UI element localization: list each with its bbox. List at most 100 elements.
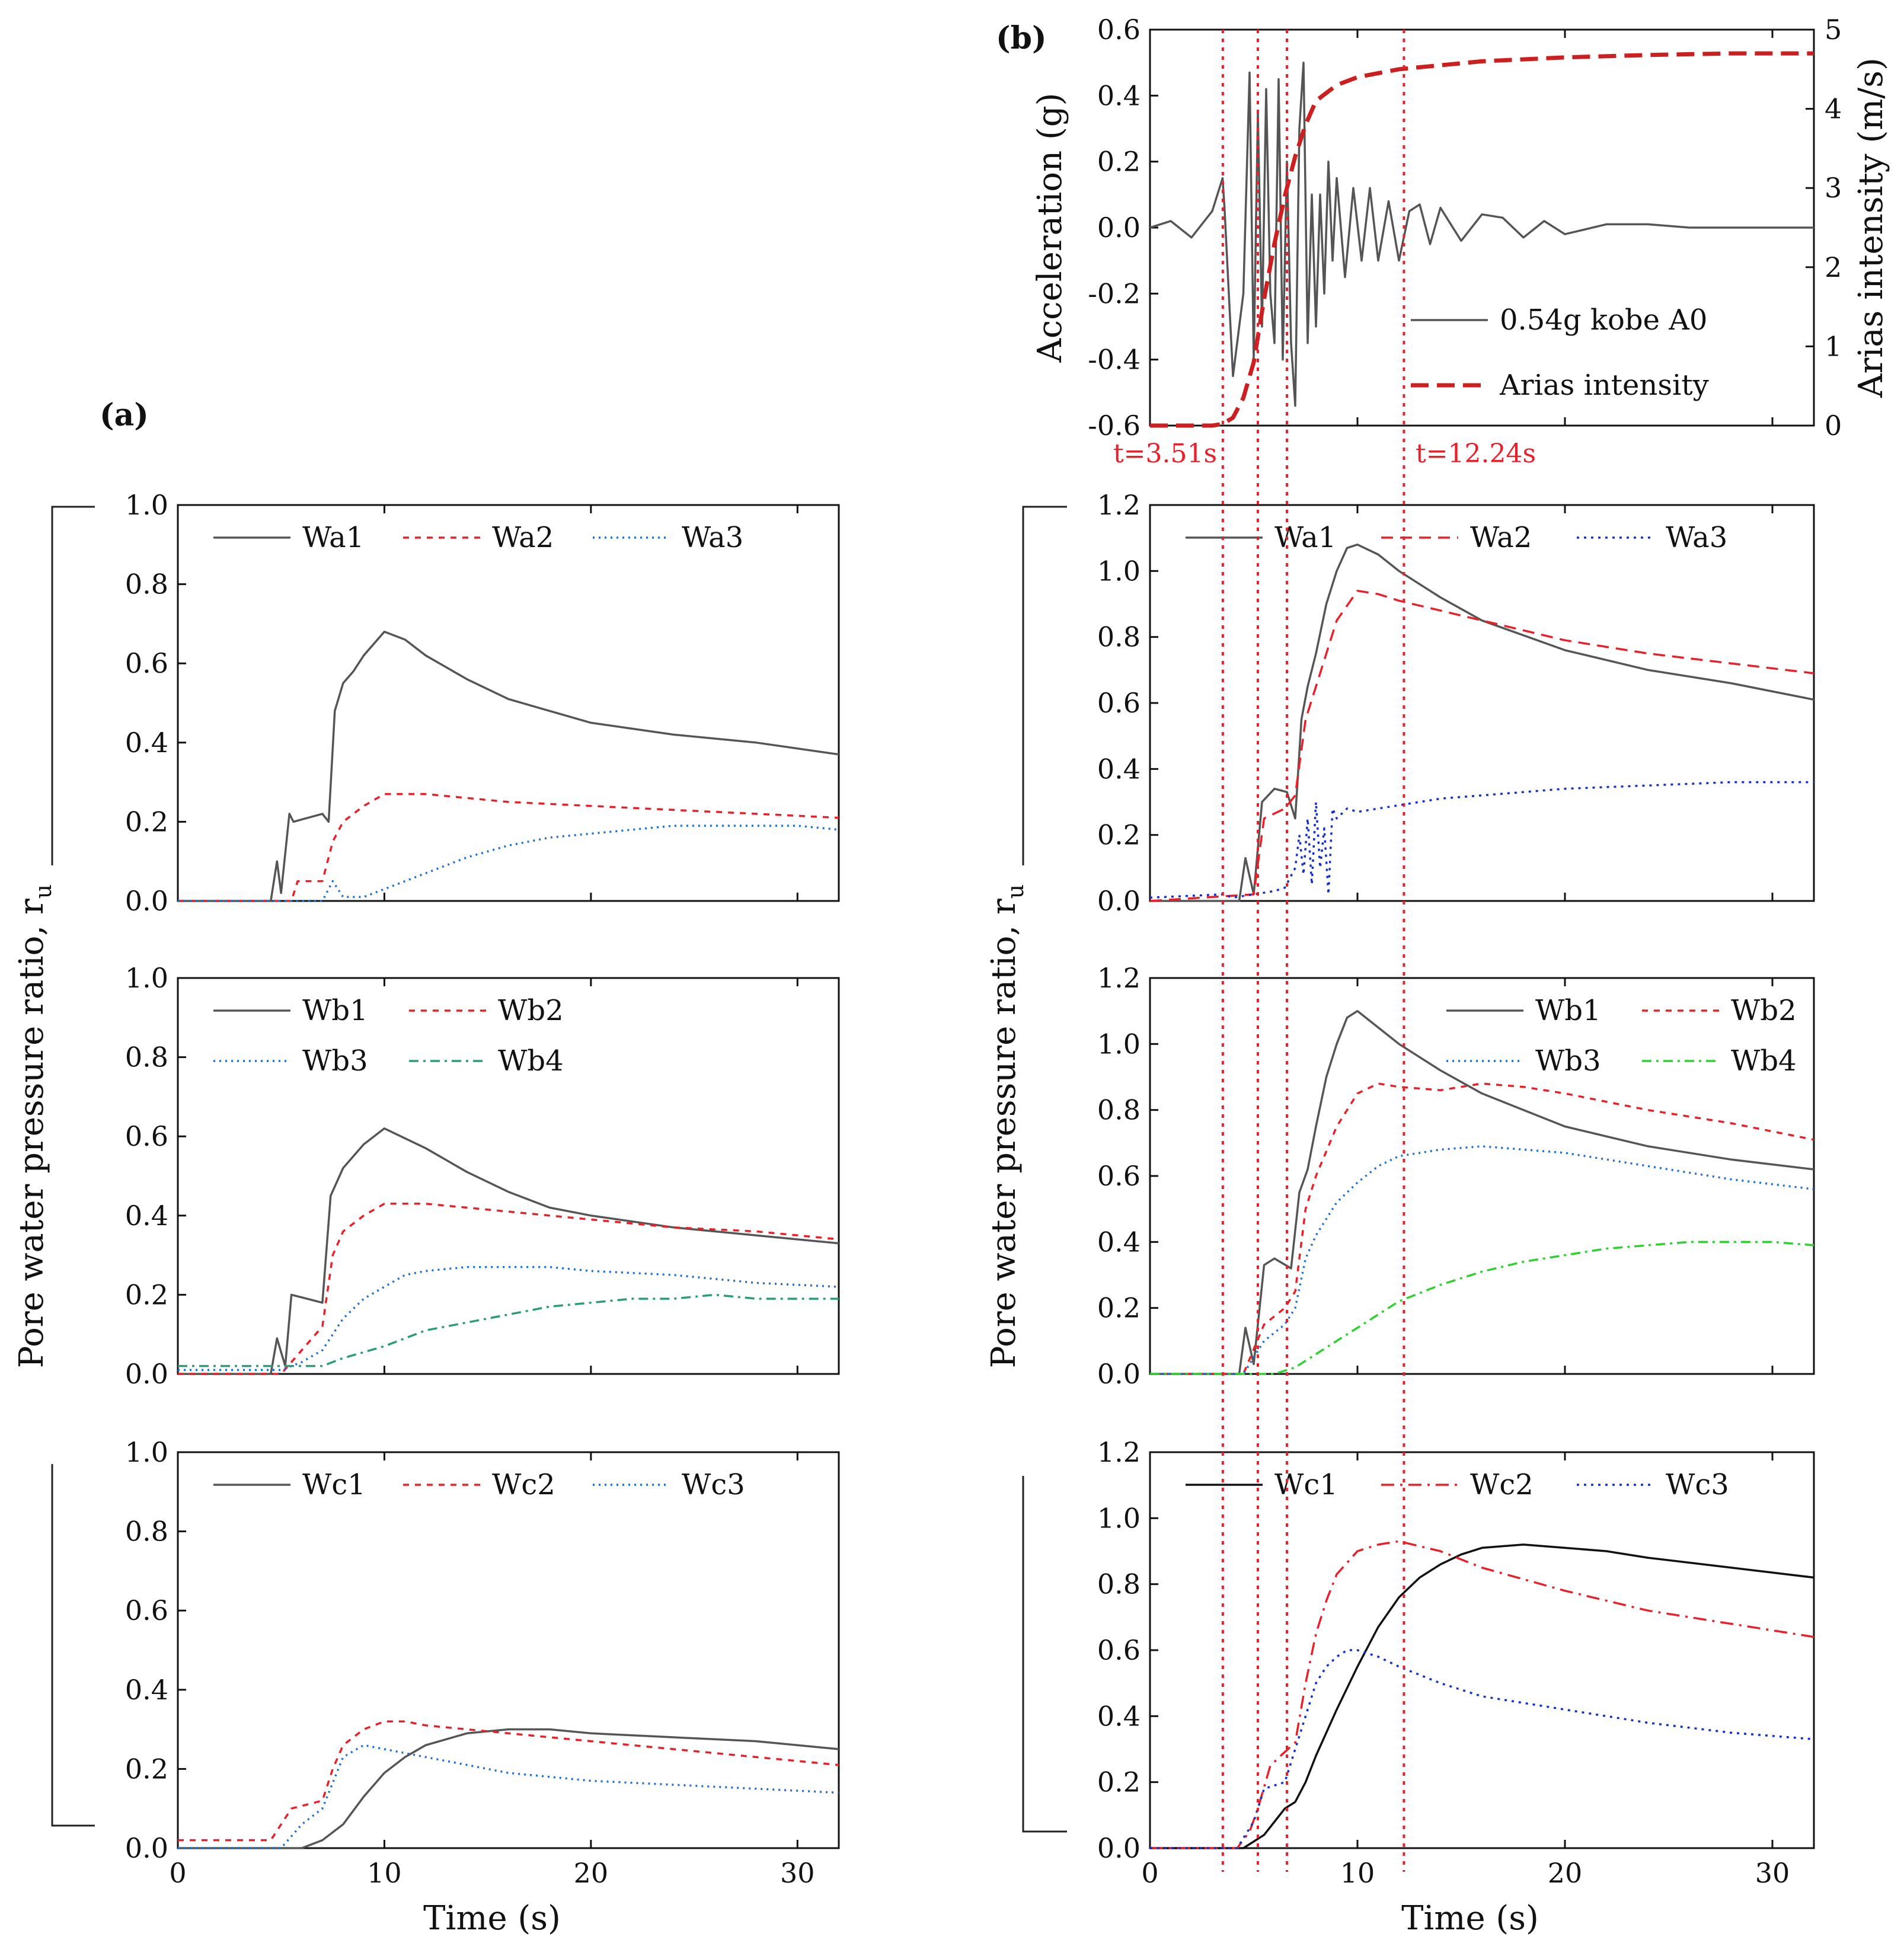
legend-label: 0.54g kobe A0	[1500, 303, 1707, 337]
y2-tick-label: 1	[1825, 330, 1842, 362]
y-tick-label: 0.2	[125, 1753, 168, 1785]
y-tick-label: 1.2	[1097, 962, 1141, 994]
y-tick-label: 0.4	[125, 1674, 168, 1706]
plot-frame	[177, 1451, 840, 1849]
series-line-wb4	[1150, 1241, 1814, 1375]
y-tick-label: 0.0	[1097, 885, 1141, 917]
y-tick-label: 0.6	[1097, 14, 1141, 46]
chart-a-mid: 0.0 0.2 0.4 0.6 0.8 1.0 Wb1 Wb2 Wb3 Wb4	[125, 962, 840, 1390]
legend-label: Wc1	[1274, 1468, 1338, 1501]
x-tick-label: 30	[1755, 1857, 1790, 1889]
y2-axis-label: Arias intensity (m/s)	[1852, 57, 1890, 398]
y-tick-label: -0.2	[1088, 277, 1141, 309]
series-line-wa2	[1149, 589, 1814, 902]
y-tick-label: 0.2	[1097, 1292, 1141, 1324]
series-line-wb1	[1150, 1009, 1814, 1375]
y-tick-label: 1.0	[1097, 555, 1141, 587]
y-tick-label: 0.8	[125, 1041, 168, 1073]
y2-tick-label: 2	[1825, 251, 1842, 283]
chart-a-top: 0.0 0.2 0.4 0.6 0.8 1.0 Wa1 Wa2 Wa3	[125, 489, 840, 917]
plot-frame	[177, 977, 840, 1375]
legend-label: Wa1	[1274, 521, 1336, 554]
y2-tick-label: 0	[1825, 410, 1842, 442]
x-tick-label: 10	[1340, 1857, 1375, 1889]
legend-label: Wc3	[1666, 1468, 1729, 1501]
legend-label: Wb1	[302, 994, 368, 1027]
legend-label: Wa2	[1470, 521, 1532, 554]
time-markers	[1221, 30, 1405, 1872]
y-tick-label: -0.4	[1088, 344, 1141, 376]
legend-label: Wb1	[1535, 994, 1601, 1027]
y-tick-label: 1.2	[1097, 1436, 1141, 1468]
xlabel-b: Time (s)	[1401, 1899, 1539, 1938]
chart-b-mid: 0.0 0.2 0.4 0.6 0.8 1.0 1.2 Wb1 Wb2 Wb3 Wb4	[1097, 962, 1815, 1390]
series-line-wb3	[178, 1265, 839, 1372]
x-tick-label: 20	[1548, 1857, 1583, 1889]
legend-label: Wa3	[682, 521, 743, 554]
y-tick-label: 0.6	[125, 1120, 168, 1152]
series-line-wb2	[178, 1203, 839, 1375]
series-line-wb3	[1150, 1145, 1814, 1375]
series-line-wa1	[1150, 544, 1814, 902]
y-tick-label: 0.0	[1097, 1832, 1141, 1864]
y2-tick-label: 3	[1825, 172, 1842, 204]
y-tick-label: 1.0	[125, 489, 168, 521]
legend-label: Wb3	[302, 1044, 368, 1078]
y-tick-label: 0.2	[125, 806, 168, 838]
legend-label: Wb4	[1731, 1044, 1797, 1078]
series-line-wb1	[178, 1127, 839, 1375]
y-tick-label: 0.0	[1097, 1358, 1141, 1390]
series-line-wc1	[1150, 1543, 1814, 1849]
y-tick-label: 0.0	[125, 1358, 168, 1390]
legend-label: Wb4	[498, 1044, 564, 1078]
y-tick-label: 0.8	[1097, 1568, 1141, 1600]
series-line-wa1	[178, 631, 839, 902]
plot-frame	[1149, 1451, 1815, 1849]
legend-label: Arias intensity	[1499, 369, 1709, 402]
legend-label: Wb2	[498, 994, 564, 1027]
y2-tick-label: 4	[1825, 93, 1842, 125]
panel-a-label: (a)	[100, 397, 149, 433]
y-tick-label: 0.2	[1097, 819, 1141, 851]
ylabel-right: Pore water pressure ratio, ru	[985, 884, 1028, 1369]
y-tick-label: 0.6	[1097, 1160, 1141, 1192]
y2-tick-label: 5	[1825, 14, 1842, 46]
annotation-t2: t=12.24s	[1416, 439, 1536, 469]
y-tick-label: 0.6	[125, 1594, 168, 1626]
legend-label: Wb3	[1535, 1044, 1601, 1078]
x-tick-label: 0	[1141, 1857, 1158, 1889]
y-tick-label: 1.2	[1097, 489, 1141, 521]
annotation-t1: t=3.51s	[1113, 439, 1217, 469]
chart-b-top: 0.0 0.2 0.4 0.6 0.8 1.0 1.2 Wa1 Wa2 Wa3	[1097, 489, 1815, 917]
y-tick-label: 0.8	[125, 1516, 168, 1548]
plot-frame	[177, 504, 840, 902]
y-tick-label: 0.4	[1097, 753, 1141, 785]
y-tick-label: 0.4	[125, 727, 168, 759]
y-tick-label: -0.6	[1088, 410, 1141, 442]
series-line-wc1	[178, 1728, 839, 1849]
series-line-wc2	[178, 1720, 839, 1842]
legend-label: Wc3	[682, 1468, 745, 1501]
y-tick-label: 1.0	[1097, 1502, 1141, 1534]
series-line-wc2	[1150, 1540, 1814, 1849]
y-tick-label: 0.6	[125, 647, 168, 679]
x-tick-label: 0	[169, 1857, 186, 1889]
series-line-wb2	[1150, 1082, 1814, 1375]
series-line-wa3	[1149, 781, 1814, 899]
y-tick-label: 0.0	[125, 1832, 168, 1864]
series-line-arias-intensity	[1150, 51, 1814, 428]
y-tick-label: 0.4	[125, 1200, 168, 1232]
y-tick-label: 0.6	[1097, 687, 1141, 719]
panel-b-label: (b)	[996, 20, 1047, 56]
y-tick-label: 1.0	[1097, 1028, 1141, 1060]
y-tick-label: 0.4	[1097, 1226, 1141, 1258]
series-line-wa2	[178, 792, 839, 902]
y-tick-label: 0.4	[1097, 1700, 1141, 1732]
y-tick-label: 0.8	[125, 568, 168, 600]
brackets	[51, 506, 1067, 1833]
legend-label: Wc2	[492, 1468, 555, 1501]
legend-label: Wb2	[1731, 994, 1797, 1027]
series-line-wc3	[1150, 1649, 1814, 1849]
y-tick-label: 1.0	[125, 962, 168, 994]
